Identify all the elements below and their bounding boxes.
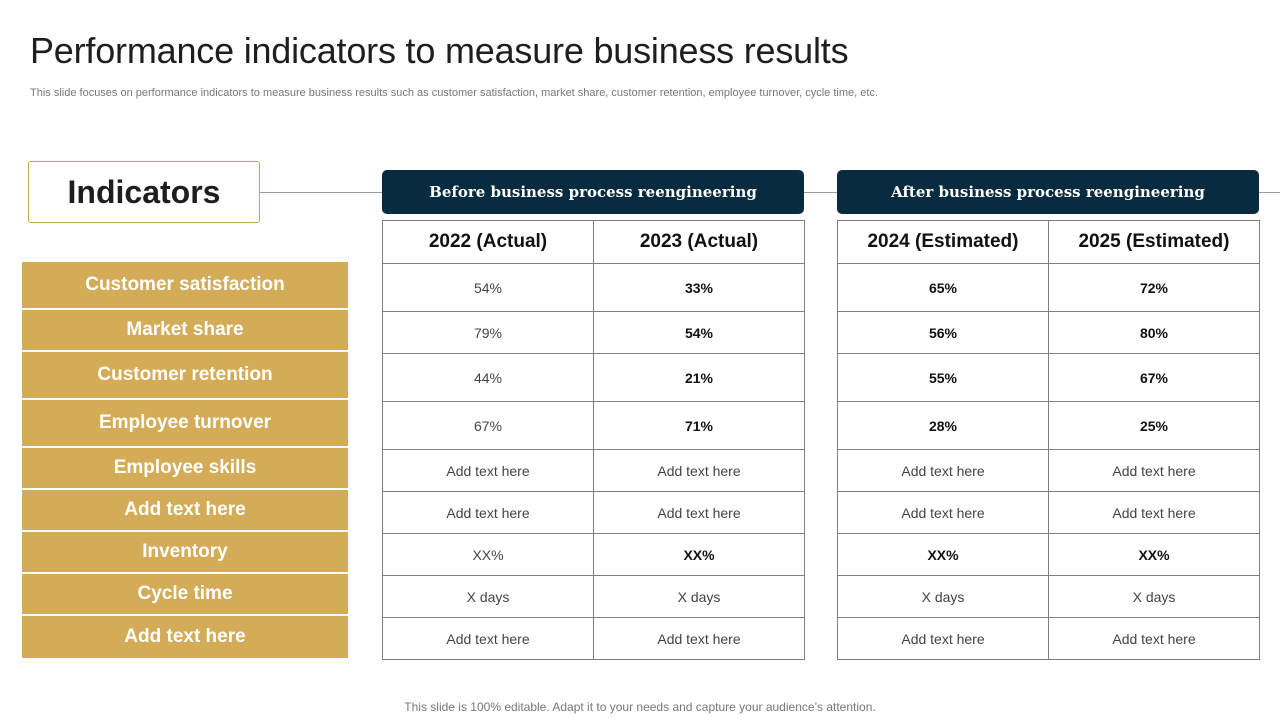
value-cell: 44%: [382, 353, 594, 402]
table-row: Add text here Add text here: [837, 491, 1260, 534]
table-row: XX% XX%: [382, 533, 805, 576]
table-row: Add text here Add text here: [382, 617, 805, 660]
table-row: Add text here Add text here: [837, 449, 1260, 492]
value-cell: 67%: [1048, 353, 1260, 402]
indicator-label: Customer retention: [22, 352, 348, 400]
value-cell: 55%: [837, 353, 1049, 402]
value-cell: X days: [1048, 575, 1260, 618]
table-row: 28% 25%: [837, 401, 1260, 450]
value-cell: X days: [593, 575, 805, 618]
value-cell: Add text here: [1048, 491, 1260, 534]
indicators-heading: Indicators: [28, 161, 260, 223]
indicator-label: Add text here: [22, 616, 348, 658]
column-header-2024: 2024 (Estimated): [837, 220, 1049, 264]
value-cell: 56%: [837, 311, 1049, 354]
value-cell: 79%: [382, 311, 594, 354]
table-row: 56% 80%: [837, 311, 1260, 354]
table-row: XX% XX%: [837, 533, 1260, 576]
value-cell: Add text here: [1048, 449, 1260, 492]
value-cell: 25%: [1048, 401, 1260, 450]
value-cell: Add text here: [593, 449, 805, 492]
value-cell: Add text here: [1048, 617, 1260, 660]
indicator-label: Inventory: [22, 532, 348, 574]
before-table: 2022 (Actual) 2023 (Actual) 54% 33% 79% …: [382, 220, 805, 660]
value-cell: 33%: [593, 263, 805, 312]
table-row: 79% 54%: [382, 311, 805, 354]
value-cell: Add text here: [382, 617, 594, 660]
before-header: Before business process reengineering: [382, 170, 804, 214]
indicator-label: Customer satisfaction: [22, 262, 348, 310]
value-cell: XX%: [837, 533, 1049, 576]
page-title: Performance indicators to measure busine…: [30, 30, 849, 71]
table-row: 55% 67%: [837, 353, 1260, 402]
table-row: 67% 71%: [382, 401, 805, 450]
table-row: Add text here Add text here: [382, 491, 805, 534]
value-cell: X days: [837, 575, 1049, 618]
value-cell: XX%: [382, 533, 594, 576]
value-cell: 65%: [837, 263, 1049, 312]
value-cell: Add text here: [837, 617, 1049, 660]
footer-note: This slide is 100% editable. Adapt it to…: [404, 700, 876, 714]
indicator-label: Market share: [22, 310, 348, 352]
value-cell: X days: [382, 575, 594, 618]
value-cell: 54%: [382, 263, 594, 312]
table-row: 54% 33%: [382, 263, 805, 312]
table-row: Add text here Add text here: [837, 617, 1260, 660]
column-header-2022: 2022 (Actual): [382, 220, 594, 264]
value-cell: Add text here: [837, 449, 1049, 492]
indicator-label: Employee turnover: [22, 400, 348, 448]
value-cell: Add text here: [382, 491, 594, 534]
value-cell: Add text here: [593, 617, 805, 660]
column-header-2025: 2025 (Estimated): [1048, 220, 1260, 264]
table-row: Add text here Add text here: [382, 449, 805, 492]
connector-line: [1259, 192, 1280, 193]
table-row: 44% 21%: [382, 353, 805, 402]
value-cell: 28%: [837, 401, 1049, 450]
connector-line: [804, 192, 837, 193]
indicator-label: Add text here: [22, 490, 348, 532]
value-cell: 80%: [1048, 311, 1260, 354]
value-cell: 71%: [593, 401, 805, 450]
value-cell: XX%: [593, 533, 805, 576]
table-row: X days X days: [382, 575, 805, 618]
indicator-label: Employee skills: [22, 448, 348, 490]
indicator-label: Cycle time: [22, 574, 348, 616]
value-cell: Add text here: [593, 491, 805, 534]
connector-line: [260, 192, 382, 193]
column-header-2023: 2023 (Actual): [593, 220, 805, 264]
value-cell: 72%: [1048, 263, 1260, 312]
value-cell: 67%: [382, 401, 594, 450]
after-header: After business process reengineering: [837, 170, 1259, 214]
table-row: 65% 72%: [837, 263, 1260, 312]
indicator-labels: Customer satisfaction Market share Custo…: [22, 262, 348, 658]
value-cell: XX%: [1048, 533, 1260, 576]
page-subtitle: This slide focuses on performance indica…: [30, 87, 878, 99]
value-cell: 21%: [593, 353, 805, 402]
value-cell: Add text here: [382, 449, 594, 492]
table-row: X days X days: [837, 575, 1260, 618]
value-cell: 54%: [593, 311, 805, 354]
after-table: 2024 (Estimated) 2025 (Estimated) 65% 72…: [837, 220, 1260, 660]
value-cell: Add text here: [837, 491, 1049, 534]
